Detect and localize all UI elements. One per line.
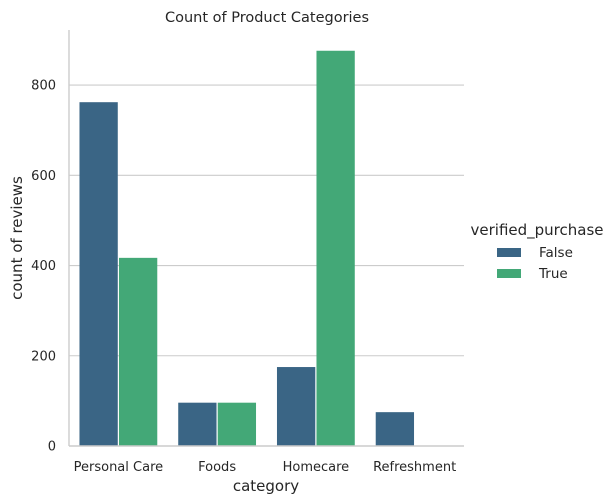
legend-swatch-false: [497, 248, 521, 257]
legend-swatch-true: [497, 269, 521, 278]
bar-homecare-false: [276, 367, 316, 446]
x-tick-label: Personal Care: [74, 460, 164, 475]
x-axis-label: category: [233, 477, 299, 495]
x-tick-label: Foods: [198, 460, 236, 475]
x-tick-labels: Personal Care Foods Homecare Refreshment: [74, 460, 457, 475]
y-tick-label: 400: [31, 259, 56, 274]
y-tick-label: 200: [31, 349, 56, 364]
bar-foods-true: [217, 402, 257, 446]
bar-personal-care-false: [79, 102, 118, 446]
legend-label-true: True: [538, 266, 568, 282]
legend: verified_purchase False True: [471, 221, 604, 282]
x-tick-label: Homecare: [283, 460, 350, 475]
x-tick-label: Refreshment: [373, 460, 456, 475]
bar-foods-false: [178, 402, 217, 446]
legend-title: verified_purchase: [471, 221, 604, 240]
bar-homecare-true: [316, 50, 355, 446]
chart-title: Count of Product Categories: [165, 10, 369, 26]
bars: [79, 50, 415, 446]
bar-personal-care-true: [118, 257, 158, 446]
y-tick-labels: 0 200 400 600 800: [31, 79, 56, 455]
y-tick-label: 0: [48, 440, 56, 455]
y-axis-label: count of reviews: [8, 176, 26, 300]
bar-refreshment-false: [375, 412, 415, 446]
legend-label-false: False: [539, 245, 573, 261]
y-tick-label: 600: [31, 169, 56, 184]
y-tick-label: 800: [31, 79, 56, 94]
